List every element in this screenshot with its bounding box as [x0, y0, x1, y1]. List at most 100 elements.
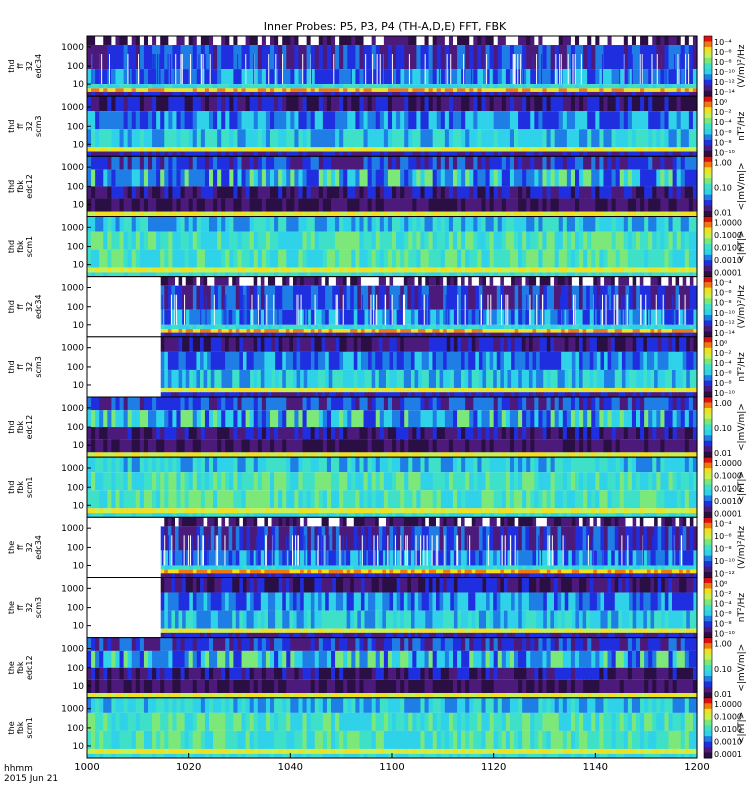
spectrogram-cell	[680, 84, 686, 89]
spectrogram-cell	[672, 111, 678, 130]
spectrogram-cell	[550, 285, 555, 310]
spectrogram-cell	[237, 69, 243, 85]
spectrogram-cell	[416, 211, 422, 217]
spectrogram-cell	[321, 336, 326, 352]
spectrogram-cell	[518, 111, 523, 130]
spectrogram-cell	[650, 276, 655, 286]
spectrogram-cell	[274, 129, 279, 148]
spectrogram-cell	[518, 198, 523, 212]
spectrogram-streak	[598, 294, 600, 325]
spectrogram-cell	[570, 129, 576, 148]
spectrogram-cell	[257, 198, 263, 212]
spectrogram-cell	[554, 186, 560, 199]
spectrogram-cell	[664, 91, 670, 97]
spectrogram-cell	[300, 369, 305, 388]
spectrogram-cell	[355, 96, 361, 112]
spectrogram-cell	[176, 198, 182, 212]
spectrogram-cell	[343, 151, 348, 157]
spectrogram-cell	[607, 309, 612, 325]
spectrogram-cell	[461, 151, 466, 157]
spectrogram-cell	[496, 329, 501, 333]
spectrogram-cell	[103, 267, 108, 273]
spectrogram-cell	[192, 69, 198, 85]
spectrogram-cell	[357, 324, 362, 330]
spectrogram-cell	[196, 285, 201, 310]
spectrogram-cell	[95, 91, 100, 97]
spectrogram-streak	[674, 54, 676, 85]
spectrogram-streak	[619, 54, 621, 85]
spectrogram-cell	[111, 84, 117, 89]
spectrogram-cell	[246, 351, 251, 370]
spectrogram-cell	[355, 272, 361, 277]
spectrogram-cell	[387, 216, 393, 232]
spectrogram-cell	[156, 231, 161, 250]
colorbar-segment	[704, 238, 712, 245]
spectrogram-cell	[546, 336, 552, 352]
spectrogram-cell	[509, 211, 515, 217]
y-tick-label: 100	[67, 243, 84, 253]
spectrogram-cell	[412, 91, 417, 97]
spectrogram-cell	[603, 267, 609, 273]
spectrogram-cell	[570, 96, 576, 112]
spectrogram-cell	[646, 369, 652, 388]
spectrogram-cell	[644, 211, 649, 217]
spectrogram-cell	[232, 309, 237, 325]
spectrogram-cell	[644, 96, 649, 112]
spectrogram-cell	[501, 129, 507, 148]
spectrogram-streak	[602, 294, 604, 325]
spectrogram-cell	[627, 186, 633, 199]
spectrogram-cell	[131, 84, 137, 89]
spectrogram-cell	[461, 329, 466, 333]
spectrogram-cell	[611, 69, 617, 85]
colorbar-segment	[704, 320, 712, 327]
spectrogram-cell	[650, 309, 655, 325]
spectrogram-cell	[623, 267, 629, 273]
spectrogram-cell	[414, 329, 419, 333]
spectrogram-cell	[468, 336, 473, 352]
spectrogram-cell	[103, 129, 108, 148]
spectrogram-cell	[595, 91, 600, 97]
spectrogram-cell	[91, 45, 96, 70]
spectrogram-cell	[253, 324, 258, 330]
spectrogram-cell	[135, 156, 141, 170]
spectrogram-cell	[505, 36, 511, 46]
spectrogram-cell	[507, 332, 512, 337]
spectrogram-cell	[497, 272, 503, 277]
spectrogram-cell	[672, 186, 678, 199]
spectrogram-cell	[471, 309, 476, 325]
spectrogram-cell	[550, 231, 556, 250]
spectrogram-cell	[579, 329, 584, 333]
spectrogram-cell	[392, 216, 397, 232]
spectrogram-cell	[180, 88, 186, 92]
spectrogram-cell	[232, 387, 237, 393]
spectrogram-cell	[582, 324, 587, 330]
spectrogram-cell	[693, 324, 698, 330]
spectrogram-streak	[170, 294, 172, 325]
spectrogram-cell	[290, 147, 295, 152]
spectrogram-streak	[567, 54, 569, 85]
spectrogram-cell	[657, 329, 662, 333]
spectrogram-cell	[328, 309, 333, 325]
spectrogram-cell	[318, 84, 324, 89]
spectrogram-cell	[168, 129, 173, 148]
spectrogram-cell	[350, 276, 355, 286]
spectrogram-cell	[298, 211, 304, 217]
spectrogram-cell	[264, 332, 269, 337]
spectrogram-cell	[543, 336, 548, 352]
spectrogram-cell	[253, 84, 259, 89]
spectrogram-cell	[412, 36, 417, 46]
spectrogram-cell	[282, 129, 287, 148]
spectrogram-cell	[143, 151, 149, 157]
spectrogram-cell	[631, 88, 637, 92]
spectrogram-cell	[160, 151, 165, 157]
spectrogram-cell	[135, 96, 141, 112]
spectrogram-cell	[686, 309, 691, 325]
spectrogram-cell	[436, 84, 442, 89]
spectrogram-cell	[167, 332, 173, 337]
spectrogram-cell	[615, 84, 621, 89]
spectrogram-cell	[496, 324, 501, 330]
spectrogram-cell	[646, 276, 652, 286]
spectrogram-cell	[164, 324, 169, 330]
spectrogram-cell	[107, 272, 112, 277]
